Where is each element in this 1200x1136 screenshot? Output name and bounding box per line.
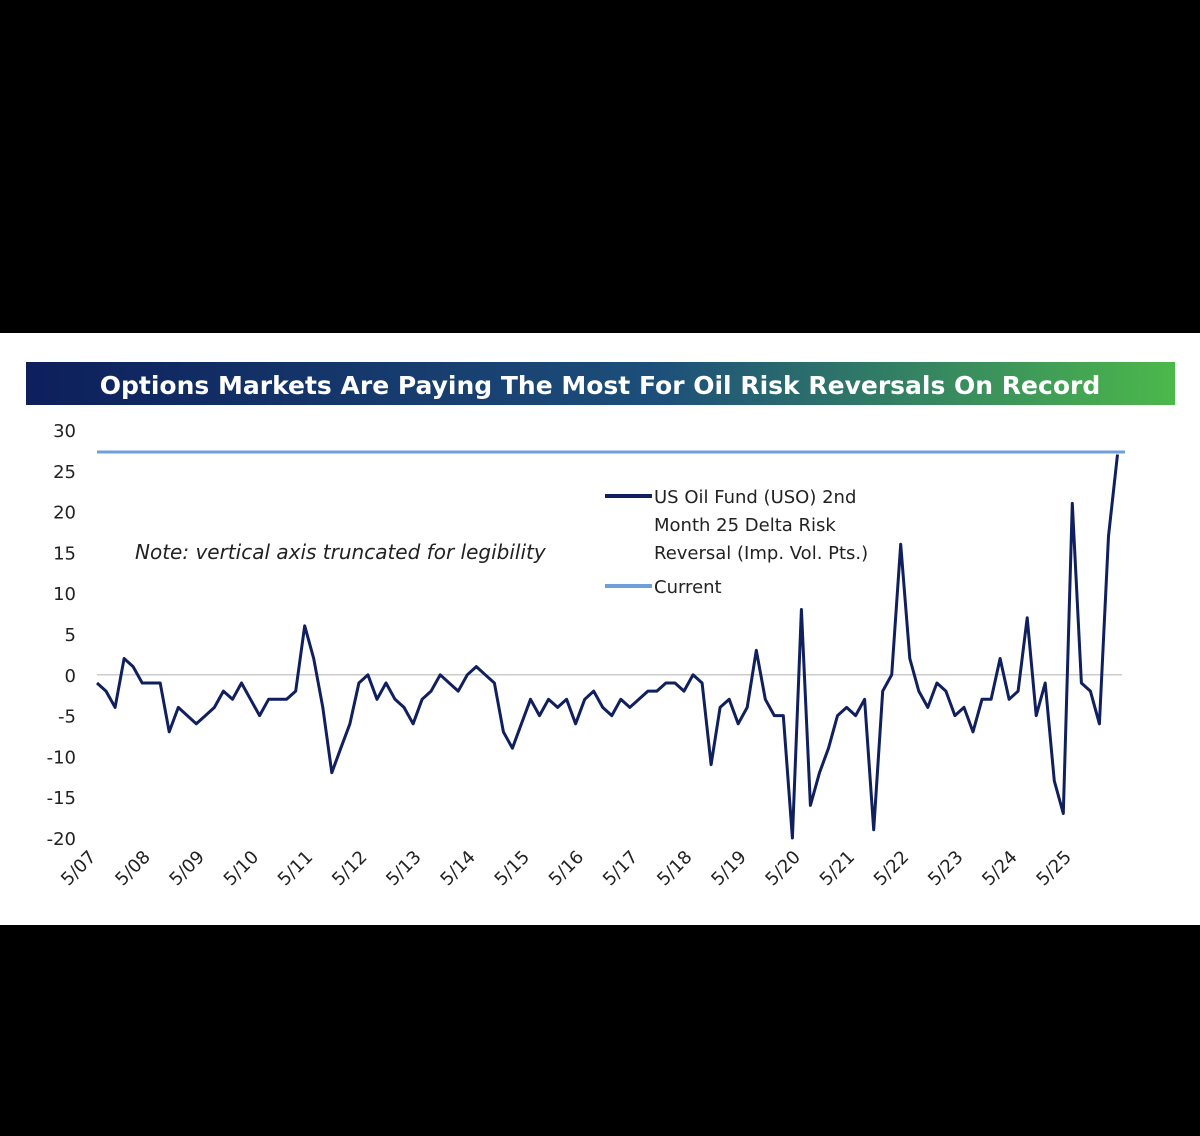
y-tick-label: -15 <box>47 788 76 809</box>
y-tick-label: -20 <box>47 829 76 850</box>
legend-label: US Oil Fund (USO) 2nd Month 25 Delta Risk… <box>654 487 868 564</box>
y-tick-label: -10 <box>47 747 76 768</box>
y-tick-label: 10 <box>53 584 76 605</box>
y-tick-label: 0 <box>65 666 76 687</box>
y-tick-label: 30 <box>53 421 76 442</box>
panel <box>0 333 1200 925</box>
legend-label: Current <box>654 577 722 598</box>
annotation: Note: vertical axis truncated for legibi… <box>135 540 547 564</box>
chart-title: Options Markets Are Paying The Most For … <box>100 371 1100 400</box>
y-tick-label: 5 <box>65 625 76 646</box>
title-banner <box>26 362 1175 405</box>
y-tick-label: 20 <box>53 503 76 524</box>
y-tick-label: 15 <box>53 543 76 564</box>
y-tick-label: -5 <box>58 707 76 728</box>
data-line <box>95 454 1119 840</box>
y-tick-label: 25 <box>53 462 76 483</box>
